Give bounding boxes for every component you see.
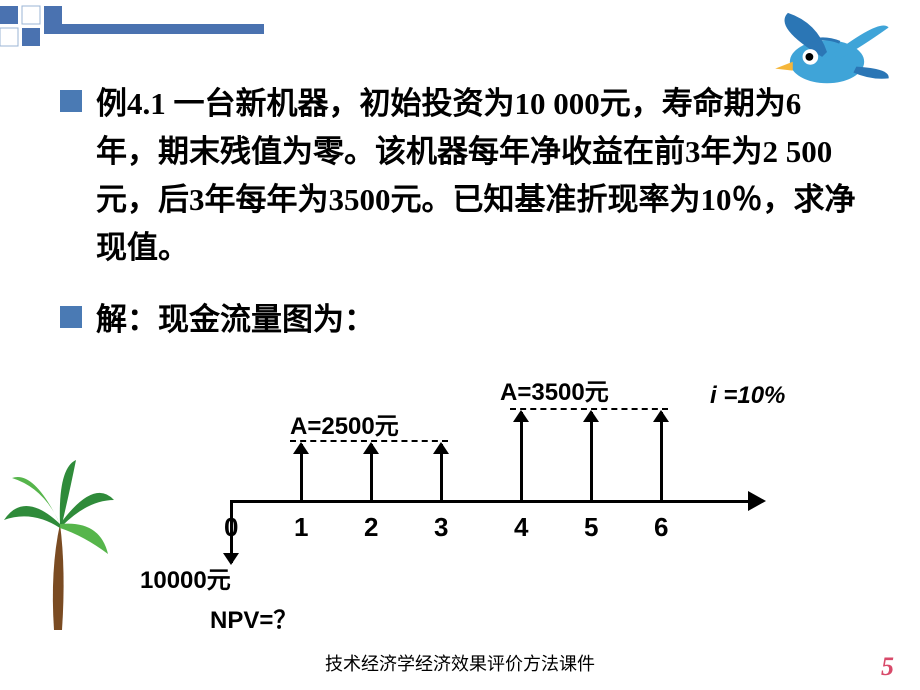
solution-intro-text: 解：现金流量图为： bbox=[96, 296, 375, 344]
dashed-line bbox=[510, 408, 668, 410]
slide: 例4.1 一台新机器，初始投资为10 000元，寿命期为6年，期末残值为零。该机… bbox=[0, 0, 920, 690]
inflow-arrow bbox=[370, 444, 373, 500]
tick-2: 2 bbox=[364, 512, 378, 543]
label-a3500: A=3500元 bbox=[500, 372, 609, 407]
bullet-item: 例4.1 一台新机器，初始投资为10 000元，寿命期为6年，期末残值为零。该机… bbox=[60, 80, 860, 272]
outflow-arrow bbox=[230, 503, 233, 563]
inflow-arrow bbox=[520, 412, 523, 500]
label-rate: i =10% bbox=[710, 382, 785, 410]
tick-3: 3 bbox=[434, 512, 448, 543]
problem-text: 例4.1 一台新机器，初始投资为10 000元，寿命期为6年，期末残值为零。该机… bbox=[96, 80, 860, 272]
bullet-item: 解：现金流量图为： bbox=[60, 296, 860, 344]
cash-flow-diagram: 0 1 2 3 4 5 6 A=2500元 A=3500元 i =10% 100… bbox=[200, 390, 840, 650]
time-axis bbox=[230, 500, 750, 503]
label-a2500: A=2500元 bbox=[290, 406, 399, 441]
tick-5: 5 bbox=[584, 512, 598, 543]
tick-1: 1 bbox=[294, 512, 308, 543]
inflow-arrow bbox=[440, 444, 443, 500]
tick-4: 4 bbox=[514, 512, 528, 543]
label-initial: 10000元 bbox=[140, 560, 231, 595]
inflow-arrow bbox=[300, 444, 303, 500]
footer-text: 技术经济学经济效果评价方法课件 bbox=[325, 650, 595, 676]
axis-arrow-icon bbox=[748, 491, 766, 511]
tick-6: 6 bbox=[654, 512, 668, 543]
inflow-arrow bbox=[660, 412, 663, 500]
bullet-icon bbox=[60, 90, 82, 112]
corner-decoration bbox=[0, 0, 280, 48]
label-npv: NPV=？ bbox=[210, 600, 297, 635]
content-area: 例4.1 一台新机器，初始投资为10 000元，寿命期为6年，期末残值为零。该机… bbox=[60, 80, 860, 350]
inflow-arrow bbox=[590, 412, 593, 500]
page-number: 5 bbox=[881, 652, 894, 682]
palm-tree-icon bbox=[4, 460, 114, 630]
bullet-icon bbox=[60, 306, 82, 328]
